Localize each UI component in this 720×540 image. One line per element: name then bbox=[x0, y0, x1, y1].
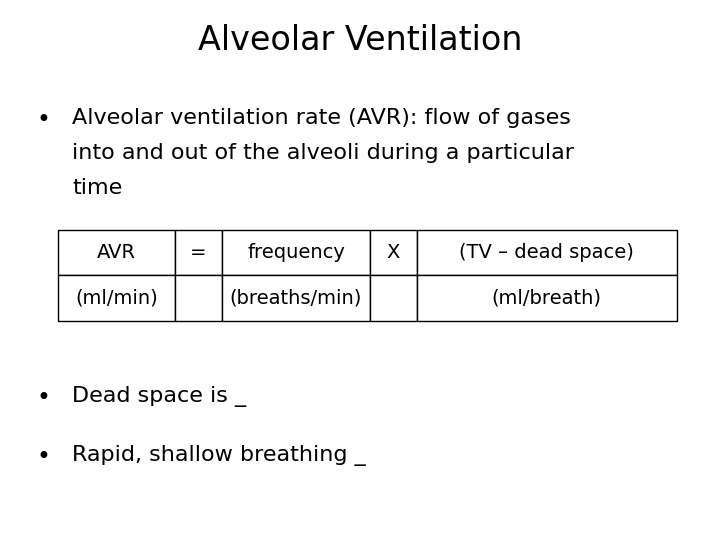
Text: (ml/breath): (ml/breath) bbox=[492, 289, 602, 308]
Text: Dead space is _: Dead space is _ bbox=[72, 386, 246, 407]
Bar bbox=[175, 230, 222, 275]
Bar bbox=[370, 230, 417, 275]
Text: Alveolar ventilation rate (AVR): flow of gases: Alveolar ventilation rate (AVR): flow of… bbox=[72, 108, 571, 128]
Bar bbox=[222, 275, 370, 321]
Text: •: • bbox=[36, 446, 50, 469]
Text: •: • bbox=[36, 108, 50, 132]
Text: •: • bbox=[36, 386, 50, 410]
Text: (TV – dead space): (TV – dead space) bbox=[459, 243, 634, 262]
Text: into and out of the alveoli during a particular: into and out of the alveoli during a par… bbox=[72, 143, 574, 163]
Text: (breaths/min): (breaths/min) bbox=[230, 289, 362, 308]
Bar bbox=[222, 230, 370, 275]
Bar bbox=[175, 275, 222, 321]
Text: time: time bbox=[72, 178, 122, 198]
Bar bbox=[417, 275, 677, 321]
Text: AVR: AVR bbox=[97, 243, 136, 262]
Text: X: X bbox=[387, 243, 400, 262]
Text: Alveolar Ventilation: Alveolar Ventilation bbox=[198, 24, 522, 57]
Text: Rapid, shallow breathing _: Rapid, shallow breathing _ bbox=[72, 446, 366, 467]
Bar bbox=[370, 275, 417, 321]
Bar bbox=[58, 230, 175, 275]
Text: frequency: frequency bbox=[247, 243, 345, 262]
Bar bbox=[58, 275, 175, 321]
Text: (ml/min): (ml/min) bbox=[75, 289, 158, 308]
Text: =: = bbox=[190, 243, 207, 262]
Bar bbox=[417, 230, 677, 275]
